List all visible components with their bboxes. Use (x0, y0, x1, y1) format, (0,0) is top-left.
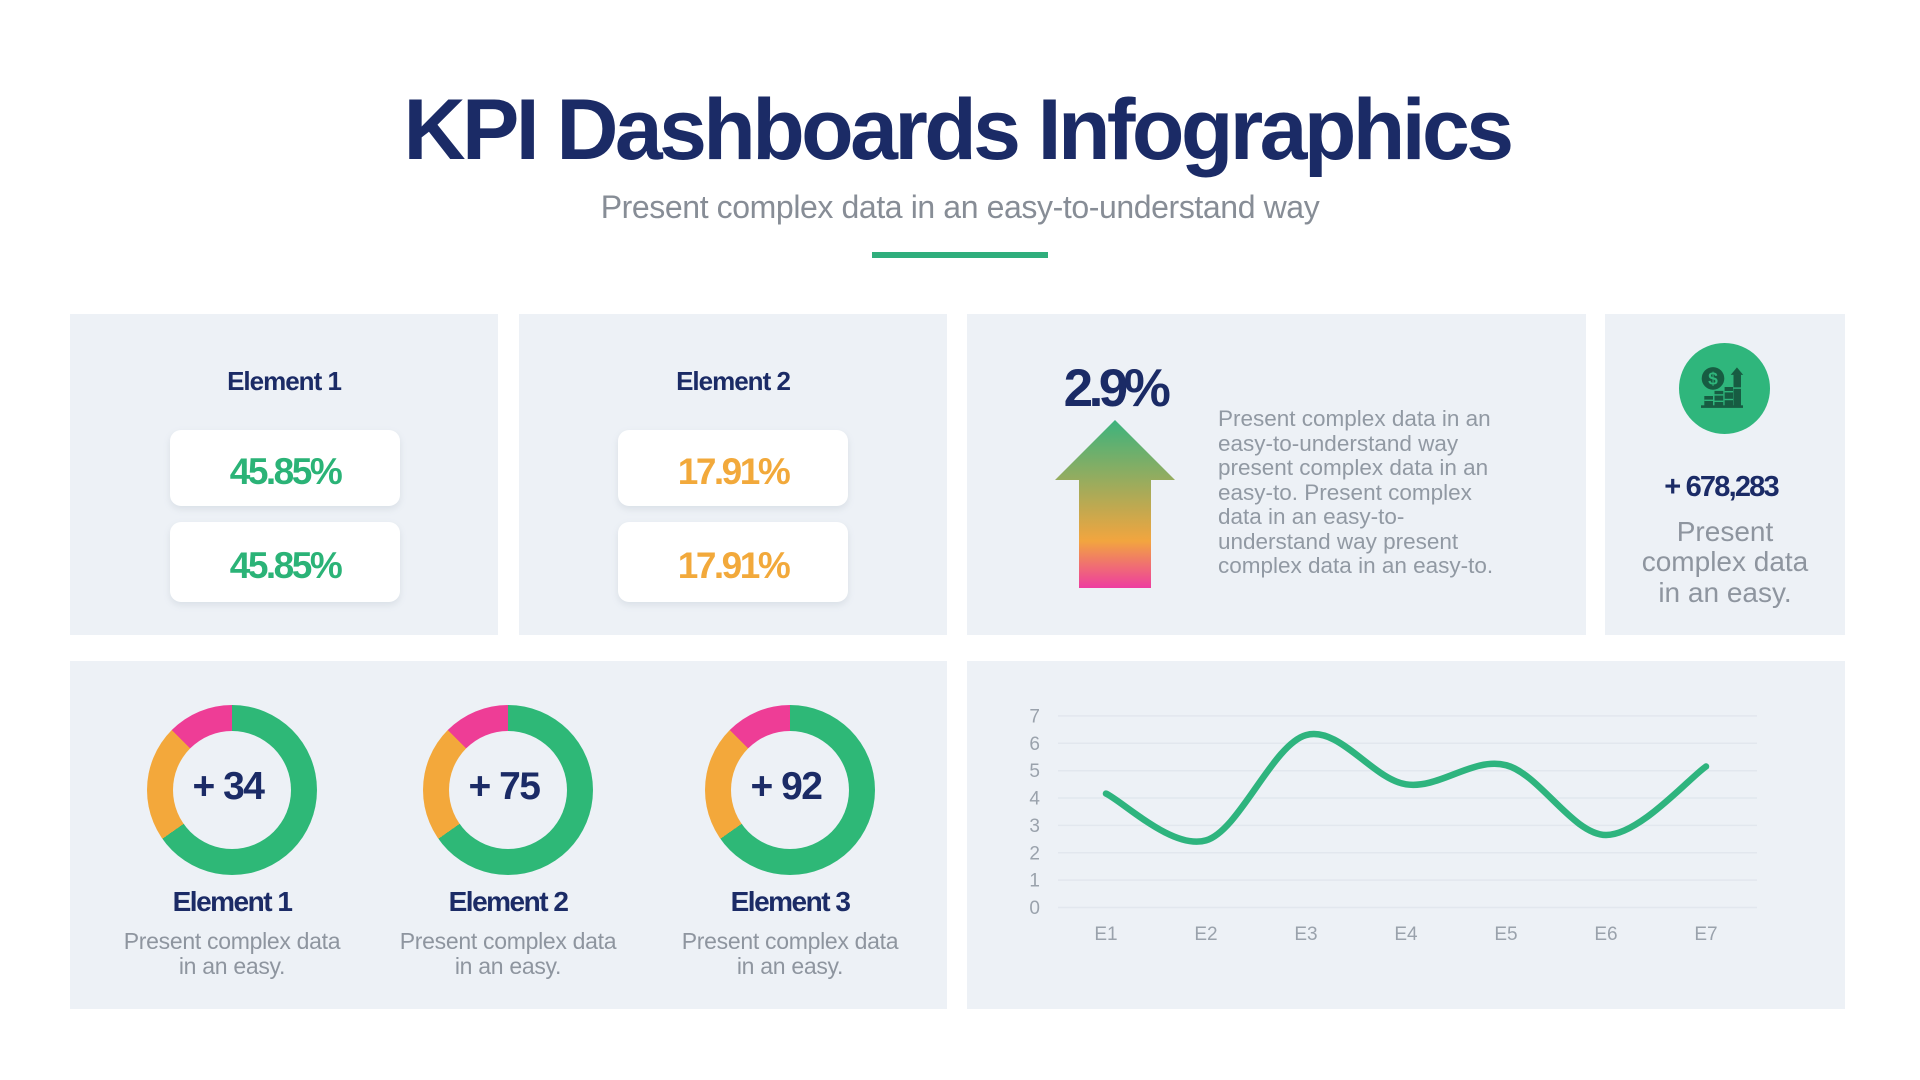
svg-text:1: 1 (1029, 871, 1040, 892)
svg-text:7: 7 (1029, 706, 1040, 727)
svg-text:4: 4 (1029, 789, 1040, 810)
svg-text:E2: E2 (1194, 924, 1217, 945)
svg-text:2: 2 (1029, 843, 1040, 864)
svg-text:E3: E3 (1294, 924, 1317, 945)
svg-text:E6: E6 (1594, 924, 1617, 945)
svg-text:E4: E4 (1394, 924, 1418, 945)
svg-text:0: 0 (1029, 898, 1040, 919)
svg-text:3: 3 (1029, 816, 1040, 837)
svg-text:E1: E1 (1094, 924, 1117, 945)
svg-text:$: $ (1708, 369, 1718, 389)
svg-text:5: 5 (1029, 761, 1040, 782)
svg-text:E7: E7 (1694, 924, 1717, 945)
svg-text:E5: E5 (1494, 924, 1517, 945)
svg-text:6: 6 (1029, 734, 1040, 755)
